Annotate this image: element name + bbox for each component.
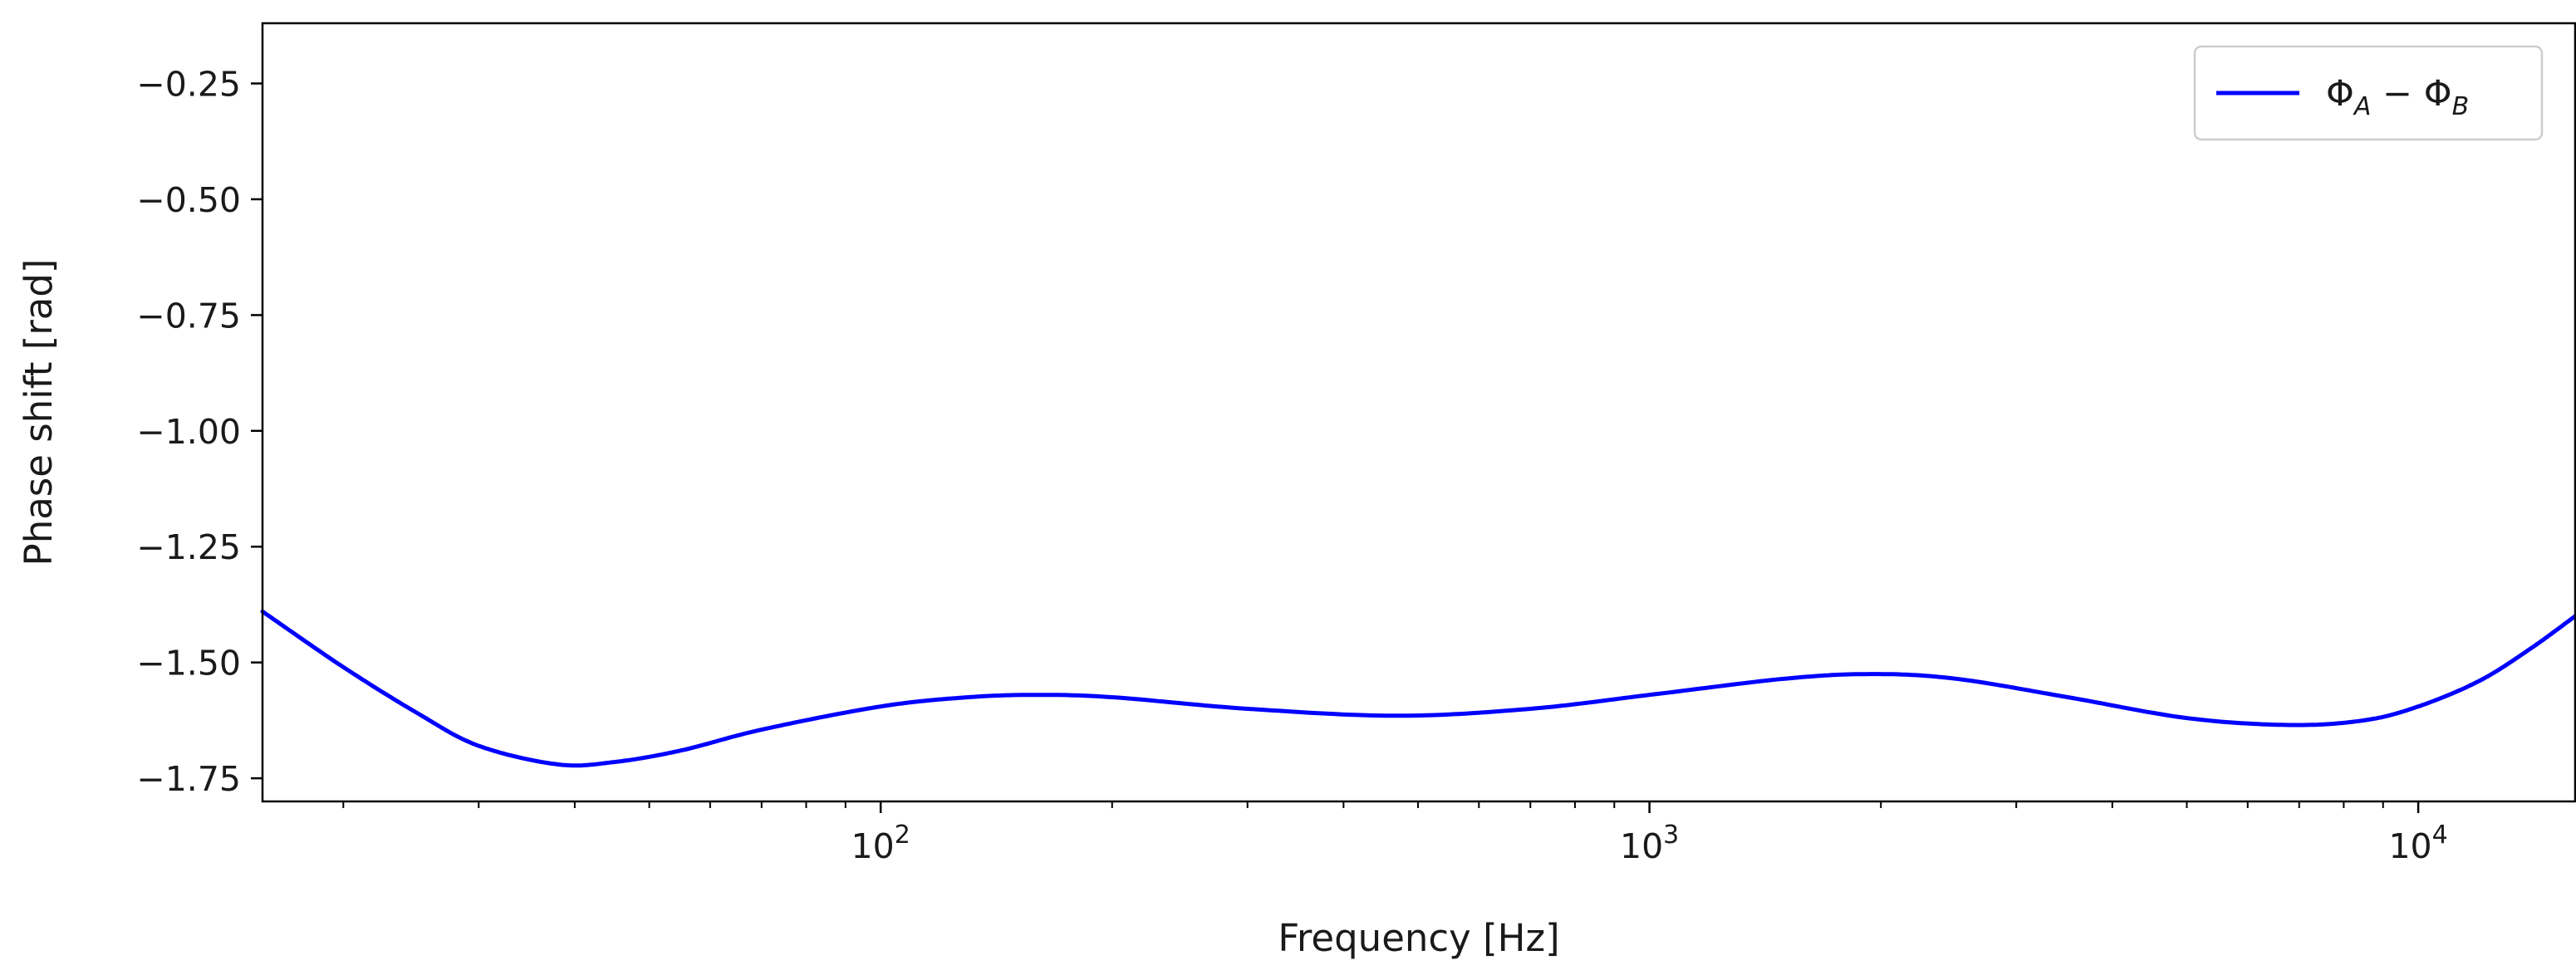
x-axis: 102 103 104: [342, 801, 2448, 866]
x-axis-label: Frequency [Hz]: [1278, 916, 1559, 960]
x-tick-label: 103: [1620, 821, 1679, 866]
y-tick-label: −0.50: [136, 180, 241, 220]
legend: ΦA − ΦB: [2193, 45, 2544, 141]
y-tick-label: −0.75: [136, 296, 241, 336]
x-tick-label: 104: [2388, 821, 2447, 866]
y-axis-label: Phase shift [rad]: [17, 259, 61, 566]
y-axis: −0.25 −0.50 −0.75 −1.00 −1.25 −1.50 −1.75: [136, 65, 263, 799]
y-tick-label: −0.25: [136, 65, 241, 105]
plot-area: [260, 609, 2576, 768]
legend-entry: ΦA − ΦB: [2326, 73, 2469, 121]
y-tick-label: −1.50: [136, 644, 241, 683]
series-line: [260, 609, 2576, 768]
x-tick-label: 102: [851, 821, 910, 866]
y-tick-label: −1.75: [136, 759, 241, 799]
y-tick-label: −1.25: [136, 527, 241, 567]
legend-box: [2193, 45, 2544, 141]
y-tick-label: −1.00: [136, 412, 241, 452]
